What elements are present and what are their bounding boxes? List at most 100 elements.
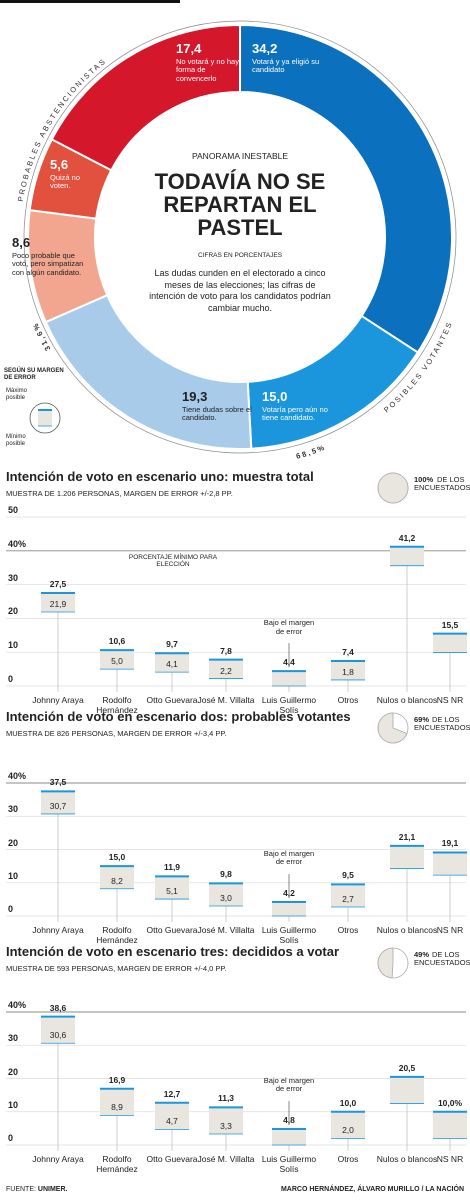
note-below: Bajo el margen de error: [263, 1076, 315, 1094]
min-label: 4,7: [166, 1116, 178, 1127]
range-box: [433, 633, 467, 653]
max-label: 7,8: [220, 645, 232, 656]
legend-box: [38, 410, 52, 426]
y-tick-label: 10: [8, 1099, 19, 1110]
max-label: 41,2: [398, 532, 416, 543]
range-box: [209, 883, 243, 907]
min-label: 3,3: [220, 1121, 232, 1132]
donut-title: TODAVÍA NO SE REPARTAN EL PASTEL: [154, 169, 326, 241]
range-box: [331, 884, 365, 908]
range-box: [41, 593, 75, 612]
section-subtitle: MUESTRA DE 826 PERSONAS, MARGEN DE ERROR…: [6, 729, 227, 738]
footer-source: FUENTE: UNIMER.: [6, 1186, 67, 1194]
y-tick-label: 50: [8, 505, 19, 515]
min-label: 8,9: [111, 1102, 123, 1113]
share-text: DE LOS ENCUESTADOS: [414, 950, 470, 968]
max-label: 9,7: [166, 639, 178, 650]
range-box: [331, 660, 365, 680]
x-tick-label: Nulos o blancos: [376, 925, 438, 935]
x-tick-label: NS NR: [436, 695, 464, 705]
x-tick-label: Luis Guillermo Solís: [261, 1154, 317, 1174]
min-label: 8,2: [111, 875, 123, 886]
donut-segment: [44, 293, 253, 450]
y-tick-label: 30: [8, 1033, 19, 1044]
min-label: 2,7: [342, 894, 354, 905]
min-label: 5,0: [111, 656, 123, 667]
y-tick-label: 30: [8, 572, 19, 583]
share-pie: [377, 472, 409, 504]
max-label: 9,5: [342, 870, 354, 881]
y-tick-label: 10: [8, 640, 19, 651]
max-label: 16,9: [108, 1074, 126, 1085]
segment-value: 17,4: [176, 41, 202, 56]
max-label: 11,9: [163, 862, 181, 873]
max-label: 38,6: [49, 1002, 67, 1013]
share-text: DE LOS ENCUESTADOS: [414, 475, 470, 493]
max-label: 9,8: [220, 869, 232, 880]
x-tick-label: Otto Guevara: [146, 925, 198, 935]
y-tick-label: 0: [8, 674, 14, 684]
x-tick-label: José M. Villalta: [197, 925, 255, 935]
share-pie: [377, 712, 408, 744]
range-box: [155, 1102, 189, 1130]
min-label: 5,1: [166, 886, 178, 897]
segment-label: Poco probable que votó, pero simpatizan …: [12, 251, 84, 277]
section-subtitle: MUESTRA DE 1.206 PERSONAS, MARGEN DE ERR…: [6, 489, 233, 498]
description: Las dudas cunden en el electorado a cinc…: [149, 268, 331, 314]
max-label: 4,2: [283, 888, 295, 899]
x-tick-label: Johnny Araya: [32, 925, 84, 935]
range-box: [390, 845, 424, 869]
range-box: [390, 1076, 424, 1104]
max-label: 15,5: [441, 619, 459, 630]
max-label: 21,1: [398, 831, 416, 842]
section-title: Intención de voto en escenario tres: dec…: [6, 944, 340, 959]
segment-label: Votaría pero aún no tiene candidato.: [262, 405, 328, 423]
max-label: 10,0: [339, 1097, 357, 1108]
kicker: PANORAMA INESTABLE: [191, 151, 289, 161]
x-tick-label: Johnny Araya: [32, 695, 84, 705]
segment-label: Votará y ya eligió su candidato: [252, 57, 320, 75]
range-box: [209, 1107, 243, 1135]
note: CIFRAS EN PORCENTAJES: [197, 252, 283, 259]
group-arc: [23, 20, 241, 325]
max-label: 10,6: [108, 636, 126, 647]
share-value: 69%: [414, 715, 430, 724]
range-box: [272, 902, 306, 916]
x-tick-label: Nulos o blancos: [376, 695, 438, 705]
range-box: [272, 1129, 306, 1145]
x-tick-label: Otto Guevara: [146, 695, 198, 705]
note-minimum: PORCENTAJE MÍNIMO PARA ELECCIÓN: [128, 553, 218, 569]
y-tick-label: 20: [8, 606, 19, 617]
min-label: 30,7: [49, 800, 67, 811]
min-label: 21,9: [49, 598, 67, 609]
max-label: 7,4: [342, 646, 354, 657]
arc-label: 68,5%: [295, 443, 327, 461]
min-label: 2,2: [220, 665, 232, 676]
y-tick-label: 30: [8, 804, 19, 815]
max-label: 27,5: [49, 579, 67, 590]
y-tick-label: 20: [8, 837, 19, 848]
donut-segment: [239, 23, 453, 354]
segment-value: 15,0: [262, 389, 288, 404]
max-label: 4,8: [283, 1115, 295, 1126]
range-box: [272, 671, 306, 686]
share-pie: [377, 947, 394, 979]
x-tick-label: José M. Villalta: [197, 1154, 255, 1164]
top-rule: [0, 0, 180, 3]
range-box: [100, 650, 134, 670]
min-label: 30,6: [49, 1030, 67, 1041]
legend-title: SEGÚN SU MARGEN DE ERROR: [4, 368, 64, 381]
x-tick-label: Otros: [337, 925, 359, 935]
range-box: [433, 1111, 467, 1139]
y-tick-label: 10: [8, 870, 19, 881]
range-box: [41, 791, 75, 814]
segment-value: 19,3: [182, 389, 208, 404]
note-below: Bajo el margen de error: [263, 618, 315, 636]
segment-value: 5,6: [50, 157, 69, 172]
x-tick-label: Rodolfo Hernández: [96, 695, 138, 715]
x-tick-label: Johnny Araya: [32, 1154, 84, 1164]
max-label: 12,7: [163, 1088, 181, 1099]
range-box: [155, 653, 189, 673]
segment-label: No votará y no hay forma de convencerlo: [176, 57, 239, 83]
